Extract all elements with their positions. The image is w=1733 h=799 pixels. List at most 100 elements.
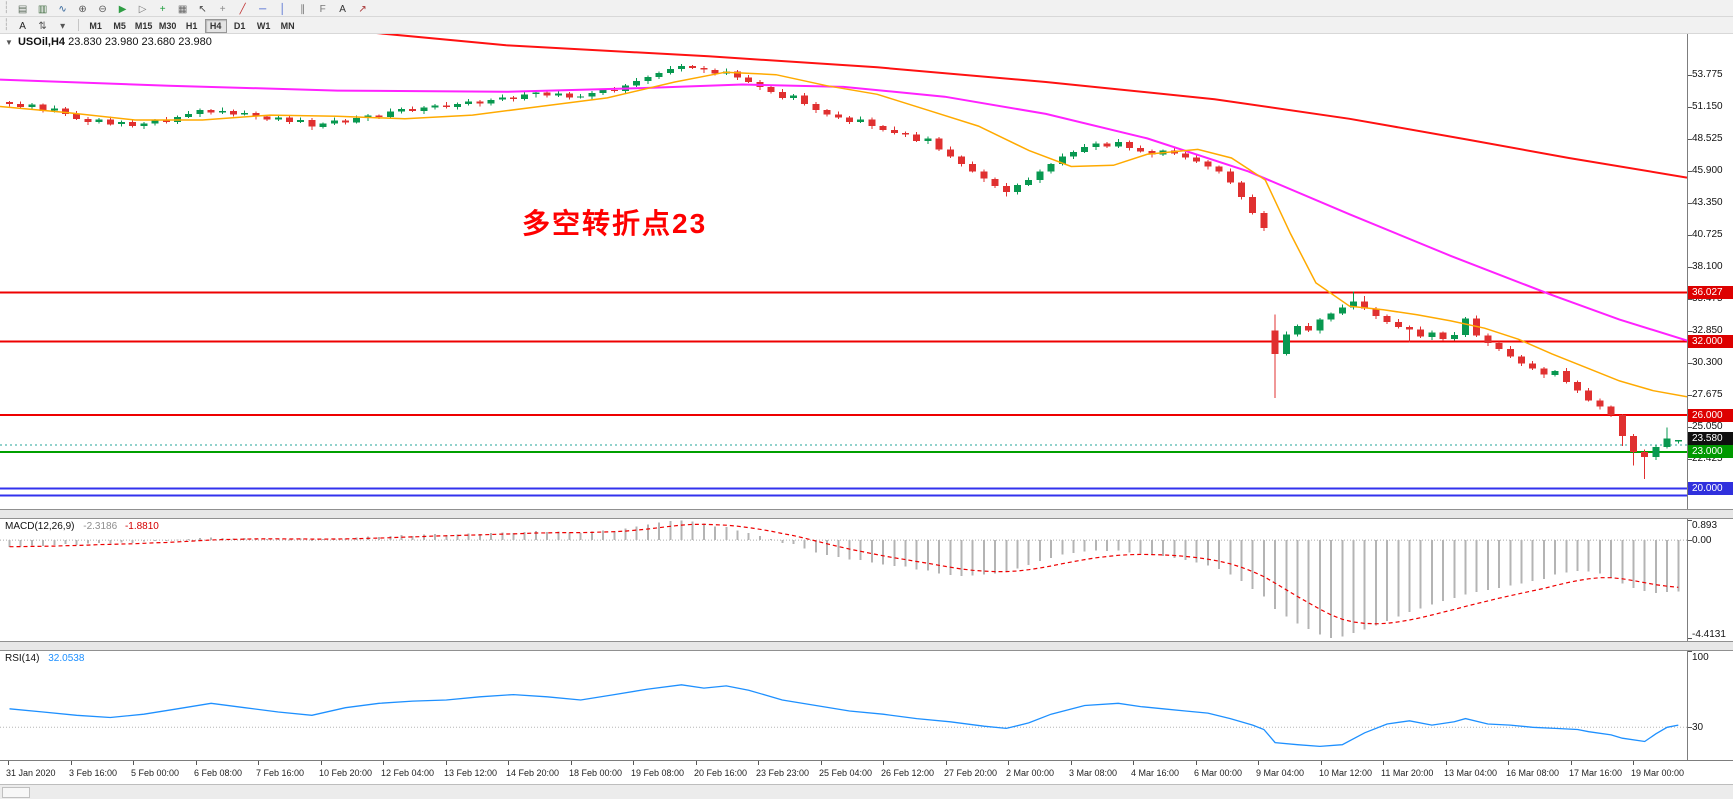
timeframe-button-m30[interactable]: M30: [158, 21, 177, 31]
time-axis-tick: [821, 761, 822, 765]
tile-windows-icon[interactable]: ▦: [177, 4, 188, 15]
time-axis-tick: [321, 761, 322, 765]
time-axis-tick: [1196, 761, 1197, 765]
panel-separator-macd[interactable]: [0, 509, 1733, 519]
time-axis-tick: [883, 761, 884, 765]
arrow-objects-icon[interactable]: ⇅: [38, 21, 47, 32]
timeframe-button-d1[interactable]: D1: [233, 21, 246, 31]
time-axis-label: 18 Feb 00:00: [569, 768, 623, 778]
price-badge: 23.000: [1688, 445, 1733, 458]
timeframe-button-m5[interactable]: M5: [113, 21, 126, 31]
time-axis-label: 23 Feb 23:00: [756, 768, 810, 778]
price-scale-label: 32.850: [1692, 325, 1723, 336]
bottom-tab[interactable]: [2, 787, 30, 798]
ma-fast-orange: [0, 71, 1687, 398]
vertical-line-icon[interactable]: │: [279, 4, 286, 15]
chart-header: ▼ USOil,H4 23.830 23.980 23.680 23.980: [5, 36, 212, 48]
candlestick-chart-icon[interactable]: ▥: [37, 4, 48, 15]
text-label-icon[interactable]: A: [19, 21, 26, 32]
chart-shift-icon[interactable]: ▷: [138, 4, 147, 15]
toolbar-row-2: ┆ A ⇅ ▾ M1 M5 M15 M30 H1 H4 D1 W1 MN: [0, 17, 1733, 34]
macd-chart[interactable]: [0, 519, 1687, 641]
macd-scale-label: 0.00: [1692, 535, 1712, 546]
rsi-scale: 100 30: [1687, 651, 1733, 760]
timeframe-button-h1[interactable]: H1: [185, 21, 198, 31]
time-axis-label: 26 Feb 12:00: [881, 768, 935, 778]
time-axis-label: 3 Feb 16:00: [69, 768, 118, 778]
price-badge: 32.000: [1688, 335, 1733, 348]
zoom-in-icon[interactable]: ⊕: [78, 4, 87, 15]
time-axis-tick: [571, 761, 572, 765]
toolbar-drag-handle[interactable]: ┆: [3, 1, 10, 14]
trendline-icon[interactable]: ╱: [239, 4, 246, 15]
price-scale-label: 43.350: [1692, 197, 1723, 208]
price-scale-label: 22.425: [1692, 453, 1723, 464]
ohlc-values: 23.830 23.980 23.680 23.980: [68, 36, 212, 48]
timeframe-button-w1[interactable]: W1: [256, 21, 271, 31]
time-axis-tick: [1508, 761, 1509, 765]
time-axis-label: 10 Feb 20:00: [319, 768, 373, 778]
time-axis-label: 6 Mar 00:00: [1194, 768, 1243, 778]
collapse-triangle-icon[interactable]: ▼: [5, 38, 13, 47]
price-scale-tick: [1688, 107, 1692, 108]
price-scale-tick: [1688, 363, 1692, 364]
bar-chart-icon[interactable]: ▤: [17, 4, 28, 15]
time-axis-tick: [133, 761, 134, 765]
price-scale-label: 51.150: [1692, 101, 1723, 112]
toolbar-drag-handle-2[interactable]: ┆: [3, 18, 10, 31]
auto-scroll-icon[interactable]: ▶: [118, 4, 127, 15]
price-scale-tick: [1688, 267, 1692, 268]
rsi-chart[interactable]: [0, 651, 1687, 760]
price-scale[interactable]: 53.775 51.150 48.525 45.900 43.350 40.725 38.1…: [1687, 34, 1733, 509]
horizontal-line-icon[interactable]: ─: [259, 4, 267, 15]
time-axis-label: 6 Feb 08:00: [194, 768, 243, 778]
indicators-icon[interactable]: +: [159, 4, 166, 15]
timeframe-button-mn[interactable]: MN: [280, 21, 295, 31]
chart-annotation-text[interactable]: 多空转折点23: [522, 208, 708, 239]
price-scale-tick: [1688, 299, 1692, 300]
macd-scale: 0.893 0.00 -4.4131: [1687, 519, 1733, 641]
cursor-icon[interactable]: ↖: [198, 4, 207, 15]
timeframe-button-m1[interactable]: M1: [89, 21, 102, 31]
time-axis-tick: [258, 761, 259, 765]
macd-signal-line: [9, 523, 1679, 625]
channel-icon[interactable]: ∥: [300, 4, 306, 15]
rsi-panel: 100 30 RSI(14) 32.0538: [0, 651, 1733, 760]
time-axis-tick: [71, 761, 72, 765]
rsi-scale-label: 30: [1692, 722, 1704, 733]
crosshair-icon[interactable]: +: [219, 4, 226, 15]
time-axis[interactable]: 31 Jan 2020 3 Feb 16:00 5 Feb 00:00 6 Feb 0…: [0, 760, 1733, 784]
time-axis-label: 2 Mar 00:00: [1006, 768, 1055, 778]
price-scale-label: 53.775: [1692, 69, 1723, 80]
zoom-out-icon[interactable]: ⊖: [98, 4, 107, 15]
time-axis-tick: [1446, 761, 1447, 765]
rsi-line: [9, 684, 1679, 748]
time-axis-tick: [1321, 761, 1322, 765]
price-chart[interactable]: [0, 34, 1687, 509]
rsi-scale-tick: [1688, 727, 1692, 728]
timeframe-button-m15[interactable]: M15: [134, 21, 153, 31]
fibonacci-icon[interactable]: F: [319, 4, 326, 15]
price-scale-tick: [1688, 427, 1692, 428]
time-axis-label: 19 Feb 08:00: [631, 768, 685, 778]
price-scale-label: 27.675: [1692, 389, 1723, 400]
line-chart-icon[interactable]: ∿: [58, 4, 67, 15]
price-scale-tick: [1688, 235, 1692, 236]
time-axis-tick: [446, 761, 447, 765]
timeframe-button-h4[interactable]: H4: [204, 19, 227, 33]
time-axis-tick: [946, 761, 947, 765]
time-axis-tick: [1071, 761, 1072, 765]
horizontal-lines[interactable]: [0, 291, 1687, 497]
macd-main-value: -2.3186: [83, 521, 118, 532]
text-tool-icon[interactable]: A: [339, 4, 346, 15]
price-scale-label: 25.050: [1692, 421, 1723, 432]
time-axis-label: 20 Feb 16:00: [694, 768, 748, 778]
time-axis-label: 13 Feb 12:00: [444, 768, 498, 778]
macd-signal-value: -1.8810: [124, 521, 159, 532]
objects-dropdown-caret-icon[interactable]: ▾: [60, 21, 66, 32]
arrow-tool-icon[interactable]: ↗: [358, 4, 367, 15]
macd-name: MACD(12,26,9): [5, 521, 75, 532]
time-axis-tick: [508, 761, 509, 765]
panel-separator-rsi[interactable]: [0, 641, 1733, 651]
time-axis-tick: [1633, 761, 1634, 765]
